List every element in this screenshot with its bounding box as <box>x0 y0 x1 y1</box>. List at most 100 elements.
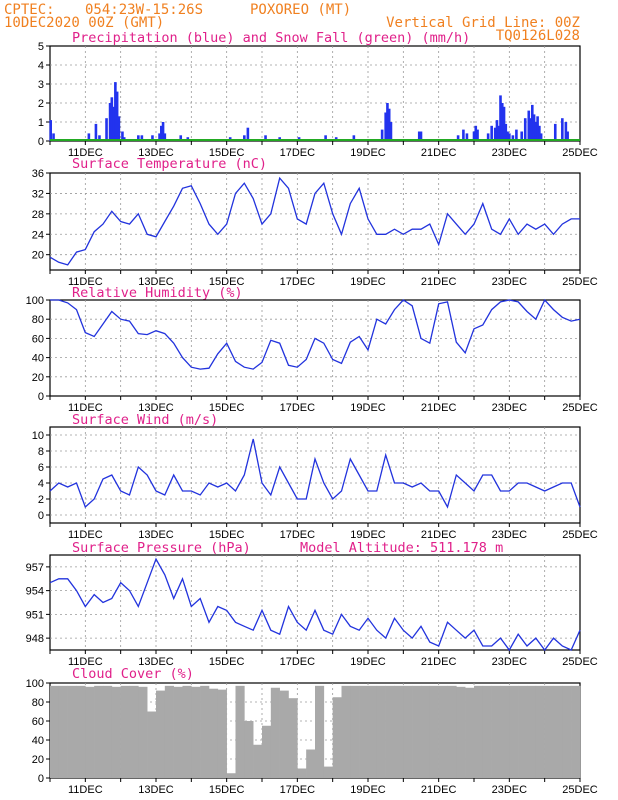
precip-bar <box>179 135 183 141</box>
precip-bar <box>520 131 523 141</box>
precip-bar <box>465 133 469 141</box>
cloud-bar <box>120 685 130 778</box>
cloud-bar <box>191 686 201 778</box>
x-tick-label: 19DEC <box>350 147 386 159</box>
cloud-bar <box>412 685 422 778</box>
y-tick-label: 0 <box>38 510 44 522</box>
precip-bar <box>511 135 515 141</box>
cloud-bar <box>50 685 60 778</box>
date-label: 10DEC2020 00Z (GMT) <box>4 15 164 31</box>
cloud-bar <box>94 685 104 778</box>
x-tick-label: 13DEC <box>138 529 174 541</box>
cloud-bar <box>535 685 545 778</box>
precip-bar <box>115 91 119 141</box>
precip-bar <box>500 103 504 141</box>
cloud-bar <box>491 685 501 778</box>
precip-bar <box>417 131 421 141</box>
y-tick-label: 80 <box>32 697 44 709</box>
y-tick-label: 1 <box>38 117 44 129</box>
cloud-bar <box>85 686 95 778</box>
x-tick-label: 19DEC <box>350 529 386 541</box>
precip-bar <box>531 104 534 141</box>
grid-note-label: Vertical Grid Line: 00Z <box>386 15 580 31</box>
precip-bar <box>160 125 163 141</box>
cloud-bar <box>403 685 413 778</box>
y-tick-label: 28 <box>32 209 44 221</box>
x-tick-label: 23DEC <box>492 529 528 541</box>
x-tick-label: 25DEC <box>562 656 598 668</box>
panel-wind-title: Surface Wind (m/s) <box>72 412 218 428</box>
y-tick-label: 954 <box>26 586 44 598</box>
cloud-bar <box>544 685 554 778</box>
x-tick-label: 19DEC <box>350 402 386 414</box>
precip-bar <box>386 103 389 141</box>
x-tick-label: 21DEC <box>421 784 457 796</box>
y-tick-label: 100 <box>26 295 44 307</box>
y-tick-label: 100 <box>26 678 44 690</box>
precip-bar <box>264 135 267 141</box>
run-id-label: TQ0126L028 <box>496 28 580 44</box>
x-tick-label: 15DEC <box>209 276 245 288</box>
panel-temperature-title: Surface Temperature (nC) <box>72 156 267 172</box>
series-line <box>49 176 580 266</box>
cloud-bar <box>244 721 254 778</box>
x-tick-label: 23DEC <box>492 147 528 159</box>
x-tick-label: 15DEC <box>209 784 245 796</box>
precip-bar <box>98 135 101 141</box>
station-label: POXOREO (MT) <box>250 2 351 18</box>
precip-bar <box>94 123 98 141</box>
y-tick-label: 5 <box>38 41 44 53</box>
precip-bar <box>493 127 497 141</box>
precip-bar <box>87 133 91 141</box>
x-tick-label: 13DEC <box>138 784 174 796</box>
x-tick-label: 25DEC <box>562 784 598 796</box>
x-tick-label: 25DEC <box>562 402 598 414</box>
y-tick-label: 957 <box>26 562 44 574</box>
precip-bar <box>324 135 327 141</box>
cloud-bar <box>482 685 492 778</box>
panel-wind: Surface Wind (m/s) 0 2 4 6 8 10 11DEC 13DEC 15DEC… <box>32 412 598 541</box>
precip-bar <box>462 129 465 141</box>
cloud-bar <box>103 685 113 778</box>
precip-bar <box>151 135 154 141</box>
precip-bar <box>490 125 493 141</box>
precip-bar <box>523 118 527 141</box>
precip-bar <box>472 131 476 141</box>
cloud-bar <box>306 749 316 778</box>
precip-bar <box>163 133 167 141</box>
cloud-bar <box>465 687 475 778</box>
cloud-bar <box>509 685 519 778</box>
x-tick-label: 17DEC <box>280 402 316 414</box>
precip-bar <box>158 133 161 141</box>
cloud-bar <box>58 685 68 778</box>
x-tick-label: 19DEC <box>350 656 386 668</box>
cloud-bar <box>571 685 581 778</box>
precip-bar <box>110 97 114 141</box>
panel-temperature: Surface Temperature (nC) 20 24 28 32 36 11DEC 1… <box>32 156 598 288</box>
y-tick-label: 20 <box>32 250 44 262</box>
y-tick-label: 60 <box>32 333 44 345</box>
y-tick-label: 2 <box>38 494 44 506</box>
cloud-bar <box>332 697 342 778</box>
x-tick-label: 11DEC <box>68 402 103 414</box>
precip-bar <box>486 133 490 141</box>
cloud-bar <box>350 685 360 778</box>
x-tick-label: 23DEC <box>492 656 528 668</box>
x-tick-label: 11DEC <box>68 656 103 668</box>
y-tick-label: 32 <box>32 188 44 200</box>
cloud-bar <box>138 686 148 778</box>
cloud-bar <box>518 685 528 778</box>
cloud-bar <box>421 685 431 778</box>
precip-bar <box>504 123 508 141</box>
precip-bar <box>502 106 506 141</box>
x-tick-label: 21DEC <box>421 402 457 414</box>
cloud-bar <box>385 685 395 778</box>
precip-bar <box>352 135 356 141</box>
x-tick-label: 21DEC <box>421 147 457 159</box>
cloud-bar <box>253 744 263 778</box>
y-tick-label: 20 <box>32 372 44 384</box>
panel-precipitation: Precipitation (blue) and Snow Fall (gree… <box>38 30 598 159</box>
panel-precipitation-title: Precipitation (blue) and Snow Fall (gree… <box>72 30 470 46</box>
precip-bar <box>389 122 393 141</box>
y-tick-label: 40 <box>32 735 44 747</box>
